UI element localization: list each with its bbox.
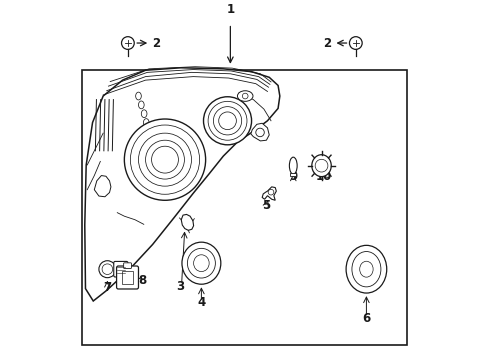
Bar bbox=[122, 271, 133, 284]
Text: 4: 4 bbox=[197, 296, 205, 309]
Bar bbox=[290, 173, 296, 176]
Text: 1: 1 bbox=[226, 3, 234, 16]
Polygon shape bbox=[181, 215, 193, 230]
Circle shape bbox=[99, 261, 116, 278]
Circle shape bbox=[349, 37, 362, 49]
Text: 7: 7 bbox=[103, 281, 111, 294]
Bar bbox=[82, 69, 406, 345]
Circle shape bbox=[124, 119, 205, 200]
Ellipse shape bbox=[237, 91, 252, 102]
Ellipse shape bbox=[182, 242, 221, 284]
Polygon shape bbox=[262, 187, 276, 200]
Polygon shape bbox=[84, 68, 279, 301]
FancyBboxPatch shape bbox=[123, 263, 131, 269]
Polygon shape bbox=[94, 176, 111, 197]
Text: 3: 3 bbox=[176, 280, 184, 293]
Text: 2: 2 bbox=[152, 36, 161, 50]
Circle shape bbox=[122, 37, 134, 49]
Text: 8: 8 bbox=[138, 274, 146, 287]
Circle shape bbox=[203, 97, 251, 145]
Text: 6: 6 bbox=[362, 312, 370, 325]
Text: 9: 9 bbox=[288, 170, 297, 183]
FancyBboxPatch shape bbox=[116, 266, 138, 289]
Ellipse shape bbox=[346, 246, 386, 293]
Ellipse shape bbox=[289, 157, 297, 174]
FancyBboxPatch shape bbox=[114, 261, 128, 277]
Text: 5: 5 bbox=[261, 199, 269, 212]
Text: 10: 10 bbox=[315, 170, 331, 183]
Polygon shape bbox=[250, 123, 269, 141]
Text: 2: 2 bbox=[322, 36, 330, 50]
Ellipse shape bbox=[311, 155, 330, 177]
